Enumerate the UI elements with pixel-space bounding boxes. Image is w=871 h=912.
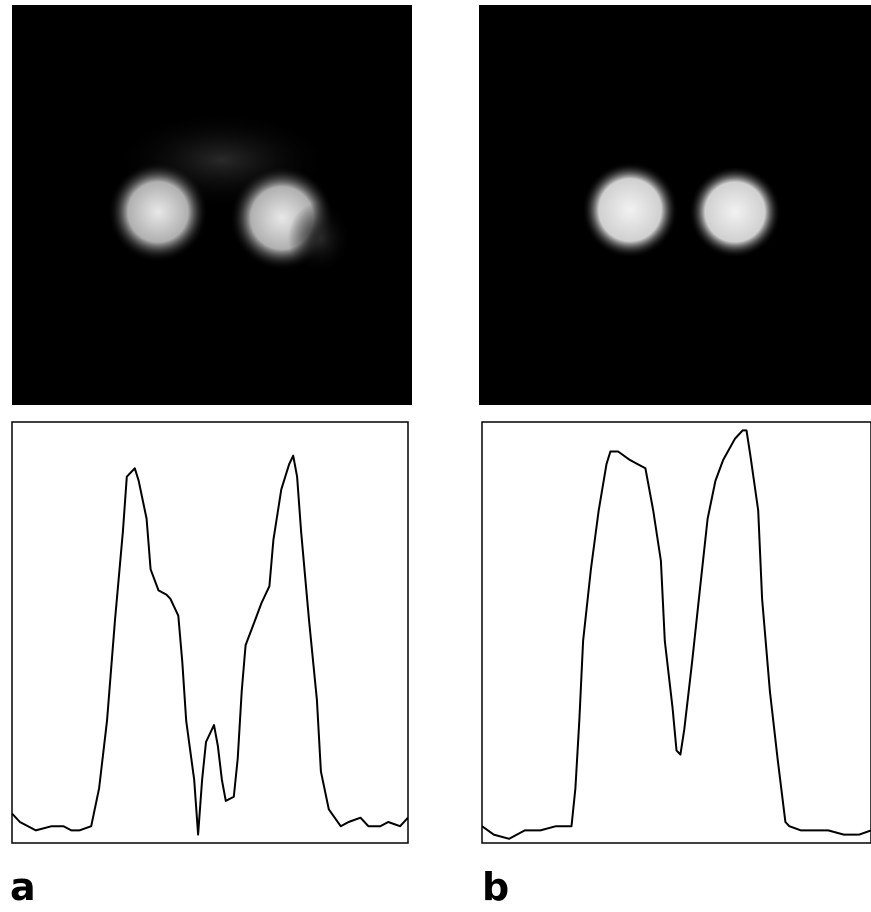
panel-label: a [10, 865, 36, 909]
plot-frame [12, 422, 408, 843]
figure: ab [0, 0, 871, 912]
image-a [12, 5, 412, 405]
panel-label: b [482, 865, 509, 909]
plot-frame [482, 422, 871, 843]
image-b [479, 5, 871, 405]
